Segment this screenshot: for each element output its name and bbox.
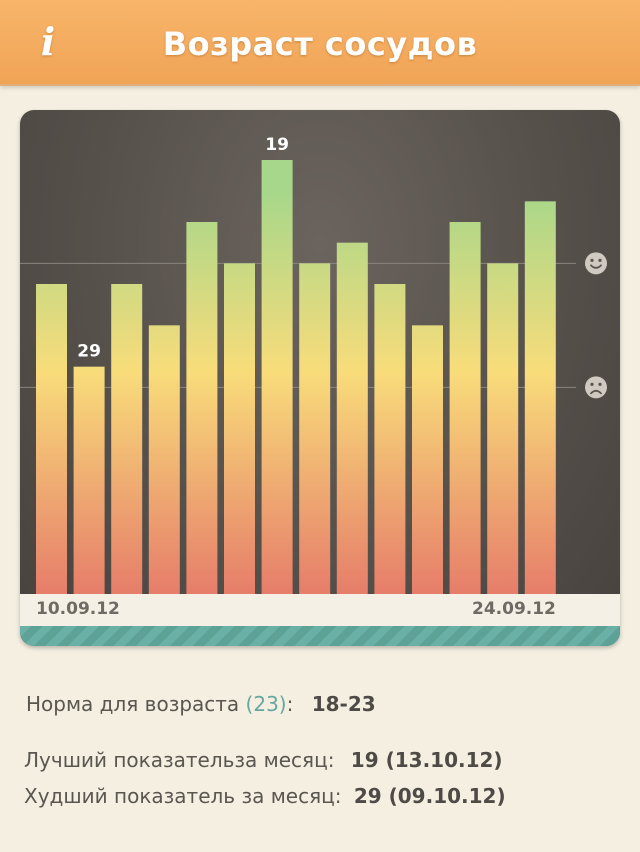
chart-bar[interactable] xyxy=(36,284,67,594)
chart-bar[interactable] xyxy=(374,284,406,594)
page-title: Возраст сосудов xyxy=(162,25,478,63)
bar-value-label: 29 xyxy=(77,342,101,362)
smiley-face-icon xyxy=(585,252,607,275)
x-tick-label-end: 24.09.12 xyxy=(472,599,556,619)
norm-colon: : xyxy=(286,692,294,716)
chart-bar[interactable] xyxy=(336,242,368,594)
chart-bar[interactable] xyxy=(148,325,180,594)
chart-scroll-bar[interactable] xyxy=(20,626,620,646)
chart-bar[interactable] xyxy=(299,263,331,594)
chart-bar[interactable] xyxy=(261,160,293,594)
date-axis: 10.09.12 24.09.12 xyxy=(20,594,620,630)
worst-row: Худший показатель за месяц: 29 (09.10.12… xyxy=(24,784,506,808)
bar-chart: 29 19 xyxy=(20,135,607,594)
chart-bar[interactable] xyxy=(186,222,218,594)
chart-bar[interactable] xyxy=(73,366,105,594)
x-tick-label-start: 10.09.12 xyxy=(36,599,120,619)
norm-age: (23) xyxy=(245,692,287,716)
norm-row: Норма для возраста (23): 18-23 xyxy=(26,692,376,716)
chart-bar[interactable] xyxy=(224,263,255,594)
sad-face-icon xyxy=(585,376,607,399)
best-label: Лучший показательза месяц: xyxy=(24,748,335,772)
worst-label: Худший показатель за месяц: xyxy=(24,784,342,808)
chart-bar[interactable] xyxy=(412,325,443,594)
info-icon[interactable]: i xyxy=(40,19,56,64)
chart-bar[interactable] xyxy=(449,222,481,594)
worst-value: 29 (09.10.12) xyxy=(353,784,506,808)
chart-bar[interactable] xyxy=(524,201,556,594)
norm-label: Норма для возраста xyxy=(26,692,240,716)
header-bar: i Возраст сосудов xyxy=(0,0,640,86)
best-value: 19 (13.10.12) xyxy=(350,748,503,772)
norm-value: 18-23 xyxy=(311,692,376,716)
chart-card: 29 19 10.09.12 24.09.12 xyxy=(20,110,620,646)
chart-bar[interactable] xyxy=(111,284,143,594)
best-row: Лучший показательза месяц: 19 (13.10.12) xyxy=(24,748,503,772)
bar-value-label: 19 xyxy=(265,135,289,155)
chart-bar[interactable] xyxy=(487,263,519,594)
